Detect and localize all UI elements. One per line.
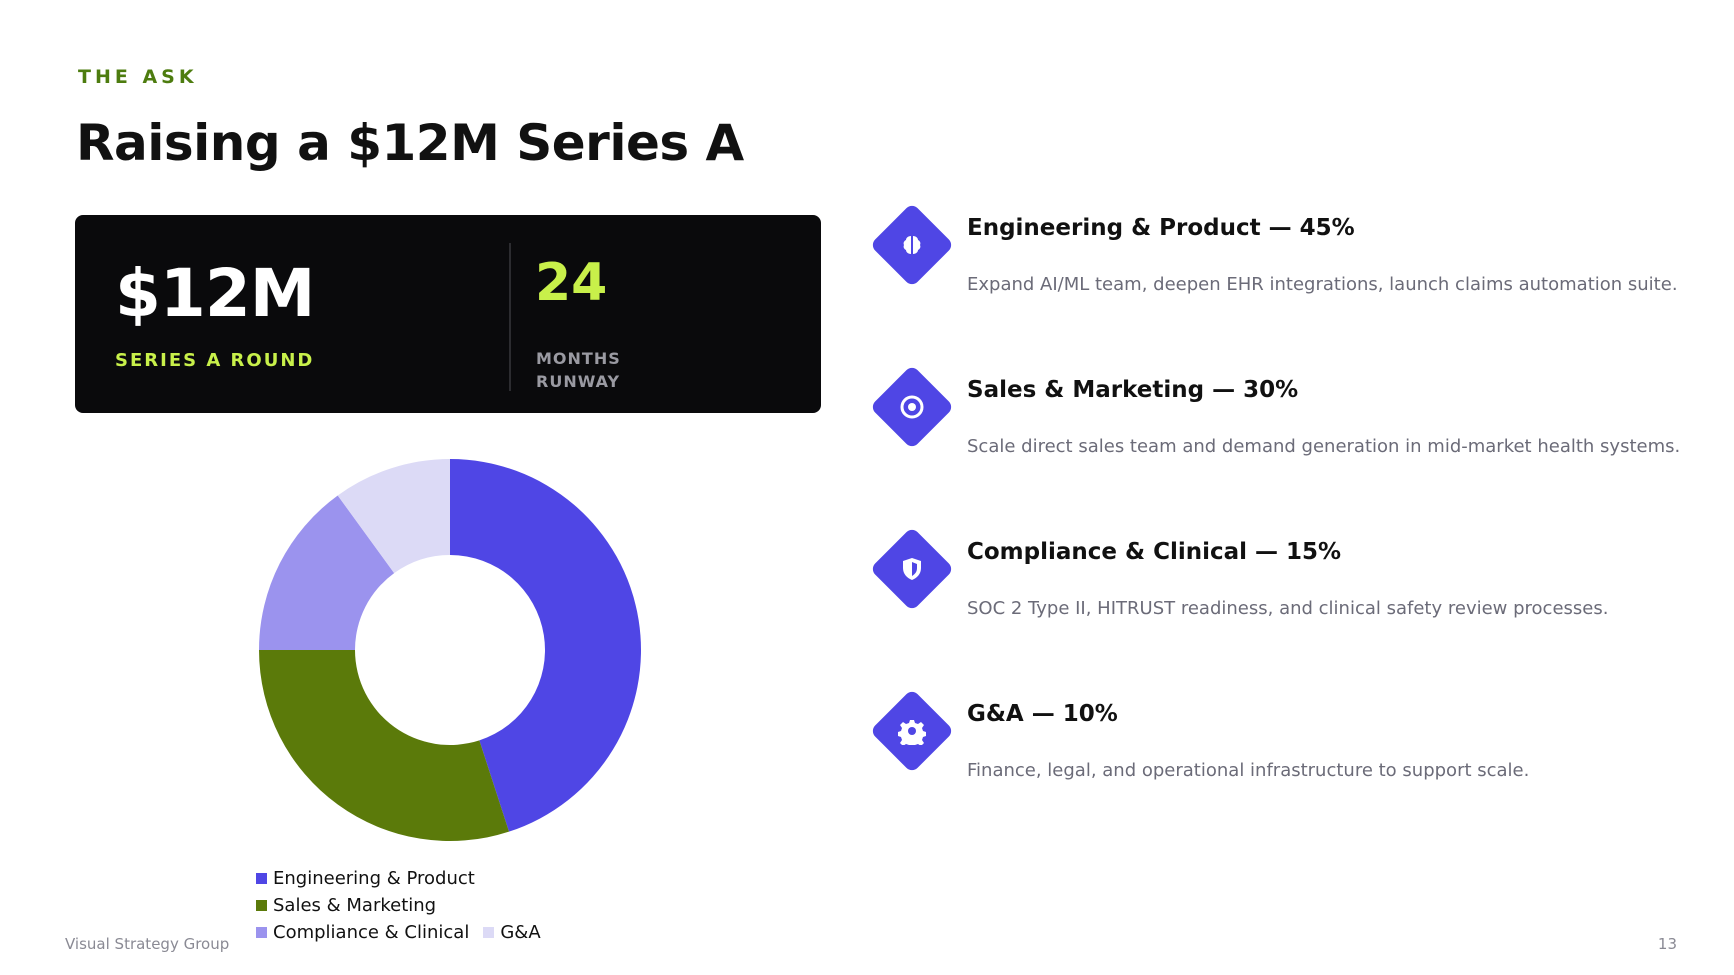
target-icon xyxy=(869,364,955,450)
legend-label: Compliance & Clinical xyxy=(273,922,470,943)
legend-swatch xyxy=(483,927,495,938)
donut-slice xyxy=(259,495,395,650)
footer-company: Visual Strategy Group xyxy=(65,935,230,953)
donut-slice xyxy=(259,650,510,841)
legend-item: G&A xyxy=(483,922,541,943)
legend-swatch xyxy=(256,900,267,911)
legend-label: Engineering & Product xyxy=(273,868,475,889)
allocation-item-compliance: Compliance & Clinical — 15% SOC 2 Type I… xyxy=(869,526,1692,641)
allocation-title: Engineering & Product — 45% xyxy=(967,215,1355,241)
page-title: Raising a $12M Series A xyxy=(76,114,744,172)
allocation-donut-chart xyxy=(259,459,641,841)
legend-label: Sales & Marketing xyxy=(273,895,437,916)
runway-value: 24 xyxy=(535,253,608,313)
allocation-description: Finance, legal, and operational infrastr… xyxy=(967,760,1530,781)
stat-card: $12M SERIES A ROUND 24 MONTHS RUNWAY xyxy=(75,215,821,413)
allocation-description: SOC 2 Type II, HITRUST readiness, and cl… xyxy=(967,598,1609,619)
page-number: 13 xyxy=(1657,935,1677,953)
allocation-title: Sales & Marketing — 30% xyxy=(967,377,1299,403)
donut-slice xyxy=(450,459,641,832)
legend-swatch xyxy=(256,927,267,938)
donut-slice xyxy=(337,459,450,574)
chart-legend: Engineering & Product Sales & Marketing … xyxy=(256,868,656,943)
legend-item: Compliance & Clinical xyxy=(256,922,469,943)
allocation-item-sales: Sales & Marketing — 30% Scale direct sal… xyxy=(869,364,1692,479)
round-label: SERIES A ROUND xyxy=(115,350,315,371)
round-value: $12M xyxy=(115,255,315,332)
runway-label: MONTHS RUNWAY xyxy=(536,349,621,391)
legend-swatch xyxy=(256,873,267,884)
brain-icon xyxy=(869,202,955,288)
allocation-item-engineering: Engineering & Product — 45% Expand AI/ML… xyxy=(869,202,1692,317)
allocation-description: Scale direct sales team and demand gener… xyxy=(967,436,1681,457)
legend-label: G&A xyxy=(500,922,541,943)
allocation-title: Compliance & Clinical — 15% xyxy=(967,539,1342,565)
gear-icon xyxy=(869,688,955,774)
legend-item: Engineering & Product xyxy=(256,868,475,889)
eyebrow-label: THE ASK xyxy=(78,66,198,88)
allocation-description: Expand AI/ML team, deepen EHR integratio… xyxy=(967,274,1678,295)
stat-divider xyxy=(509,243,511,391)
shield-icon xyxy=(869,526,955,612)
allocation-title: G&A — 10% xyxy=(967,701,1118,727)
legend-item: Sales & Marketing xyxy=(256,895,436,916)
allocation-item-ga: G&A — 10% Finance, legal, and operationa… xyxy=(869,688,1692,803)
